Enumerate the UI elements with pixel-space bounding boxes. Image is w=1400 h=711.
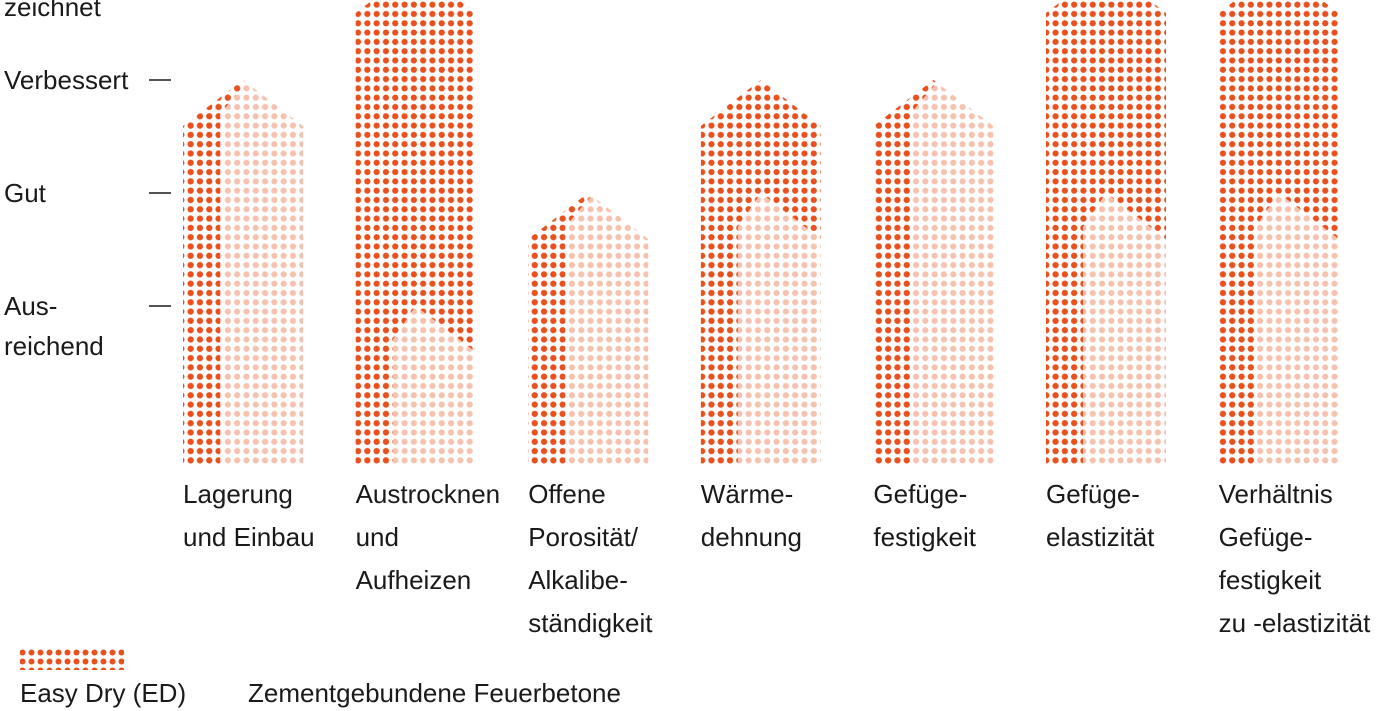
x-tick-label: Gefüge-festigkeit: [873, 479, 976, 552]
bars: [183, 0, 1339, 465]
x-axis-labels: Lagerung und Einbau Austrocknen und Aufheize…: [183, 479, 1371, 638]
legend: Easy Dry (ED) Zementgebundene Feuerbeton…: [20, 648, 621, 708]
legend-label-cement: Zementgebundene Feuerbetone: [248, 678, 621, 708]
y-axis: Aus-reichend Gut Verbessert Ausge-zeichnet: [4, 0, 171, 361]
x-tick-label: Wärme-dehnung: [701, 479, 802, 552]
y-tick-label: Verbessert: [4, 65, 129, 95]
x-tick-label: Verhältnis Gefüge-festigkeit zu -elastizit…: [1219, 479, 1371, 638]
y-tick-label: Ausge-zeichnet: [4, 0, 102, 22]
x-tick-label: Gefüge-elastizität: [1046, 479, 1155, 552]
x-tick-label: Offene Porosität/Alkalibe-ständigkeit: [528, 479, 653, 638]
y-tick-label: Aus-reichend: [4, 291, 104, 361]
legend-swatch-easy-dry: [20, 648, 124, 670]
legend-label-easy-dry: Easy Dry (ED): [20, 678, 186, 708]
y-tick-label: Gut: [4, 178, 47, 208]
x-tick-label: Austrocknen und Aufheizen: [356, 479, 501, 595]
x-tick-label: Lagerung und Einbau: [183, 479, 315, 552]
